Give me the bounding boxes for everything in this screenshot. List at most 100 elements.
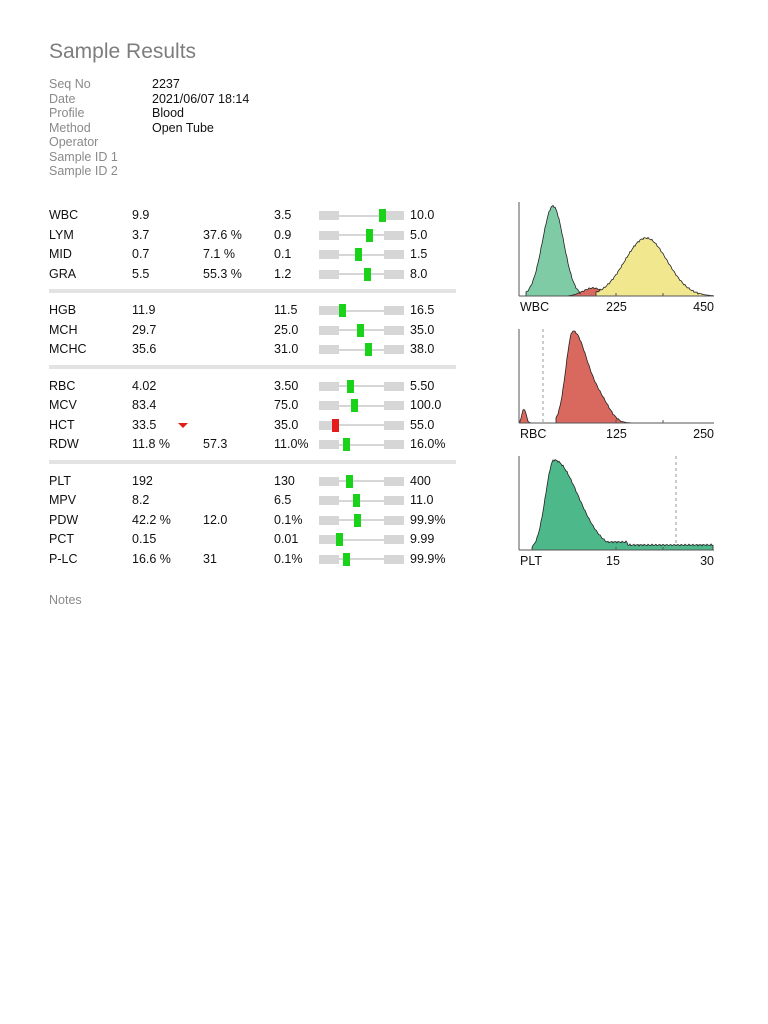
plt-axis: PLT 15 30 [518,554,714,570]
result-row-mcv: MCV 83.4 75.0 100.0 [49,396,456,416]
param-name: LYM [49,227,74,242]
range-high: 5.50 [410,378,435,393]
range-high: 9.99 [410,532,435,546]
result-row-hgb: HGB 11.9 11.5 16.5 [49,301,456,321]
param-extra: 31 [203,551,217,566]
result-row-rbc: RBC 4.02 3.50 5.50 [49,377,456,397]
param-name: WBC [49,208,79,222]
wbc-axis: WBC 225 450 [518,300,714,316]
range-high: 99.9% [410,512,446,527]
range-marker [356,323,364,337]
param-extra: 12.0 [203,512,228,527]
group-divider [49,364,456,369]
range-high: 100.0 [410,398,442,412]
range-marker [342,438,350,451]
range-bar [319,474,404,488]
range-low: 75.0 [274,398,299,412]
range-marker [350,399,358,412]
range-high: 8.0 [410,266,428,281]
param-value: 9.9 [132,208,150,222]
range-marker [335,533,343,546]
range-bar [319,267,404,281]
range-high: 1.5 [410,247,428,261]
range-high: 400 [410,473,431,488]
range-bar [319,304,404,317]
info-label: Profile [49,106,85,120]
group-divider [49,289,456,293]
param-extra: 57.3 [203,437,228,451]
range-bar [319,323,404,337]
param-name: HCT [49,417,75,432]
range-bar [319,399,404,412]
param-name: PLT [49,473,71,488]
param-name: MID [49,247,72,261]
param-value: 11.9 [132,303,156,317]
rbc-axis-label: RBC [520,427,547,441]
param-extra: 55.3 % [203,266,242,281]
param-value: 11.8 % [132,437,170,451]
result-row-rdw: RDW 11.8 % 57.3 11.0% 16.0% [49,435,456,455]
range-high: 35.0 [410,322,435,337]
result-row-hct: HCT 33.5 35.0 55.0 [49,416,456,436]
result-group: PLT 192 130 400 MPV 8.2 6.5 11.0 PDW 42.2 % 12.0 0.… [49,472,456,570]
wbc-gra-curve [595,236,714,297]
range-low: 3.50 [274,378,299,393]
rbc-small-curve [519,409,533,424]
range-marker [331,418,339,432]
result-row-mpv: MPV 8.2 6.5 11.0 [49,491,456,511]
range-low: 25.0 [274,322,299,337]
range-low: 0.1 [274,247,292,261]
range-bar [319,343,404,356]
rbc-axis-max: 250 [693,427,714,441]
param-name: MCHC [49,342,87,356]
param-value: 8.2 [132,493,150,507]
range-low: 11.0% [274,437,309,451]
low-flag-icon [178,422,188,428]
info-value: 2021/06/07 18:14 [152,91,250,106]
range-low: 6.5 [274,493,292,507]
wbc-histogram: WBC 225 450 [518,202,714,316]
range-bar [319,228,404,242]
result-row-pct: PCT 0.15 0.01 9.99 [49,530,456,550]
param-value: 192 [132,473,153,488]
range-bar [319,418,404,432]
range-bar [319,494,404,507]
wbc-axis-mid: 225 [606,300,627,314]
range-bar [319,248,404,261]
info-value: 2237 [152,77,180,91]
plt-axis-label: PLT [520,554,542,568]
result-row-wbc: WBC 9.9 3.5 10.0 [49,206,456,226]
plt-curve [531,459,714,551]
param-name: MCV [49,398,77,412]
range-low: 0.01 [274,532,299,546]
range-high: 11.0 [410,493,434,507]
result-row-gra: GRA 5.5 55.3 % 1.2 8.0 [49,265,456,285]
param-name: HGB [49,303,77,317]
range-marker [354,248,362,261]
param-name: RBC [49,378,76,393]
param-name: P-LC [49,551,78,566]
range-marker [378,209,386,222]
param-name: GRA [49,266,77,281]
result-row-p-lc: P-LC 16.6 % 31 0.1% 99.9% [49,550,456,570]
range-low: 130 [274,473,295,488]
param-value: 42.2 % [132,512,171,527]
result-group: WBC 9.9 3.5 10.0 LYM 3.7 37.6 % 0.9 5.0 MID 0.7 7.1… [49,206,456,284]
param-name: MPV [49,493,77,507]
param-value: 5.5 [132,266,150,281]
range-marker [345,474,353,488]
result-row-mchc: MCHC 35.6 31.0 38.0 [49,340,456,360]
result-row-mid: MID 0.7 7.1 % 0.1 1.5 [49,245,456,265]
range-high: 10.0 [410,208,435,222]
param-name: MCH [49,322,78,337]
param-value: 35.6 [132,342,157,356]
plt-histogram: PLT 15 30 [518,456,714,570]
wbc-histogram-plot [518,202,714,297]
result-row-plt: PLT 192 130 400 [49,472,456,492]
result-row-pdw: PDW 42.2 % 12.0 0.1% 99.9% [49,511,456,531]
range-low: 35.0 [274,417,299,432]
param-value: 4.02 [132,378,157,393]
info-label: Seq No [49,77,91,91]
rbc-curve [555,330,658,424]
param-value: 29.7 [132,322,157,337]
